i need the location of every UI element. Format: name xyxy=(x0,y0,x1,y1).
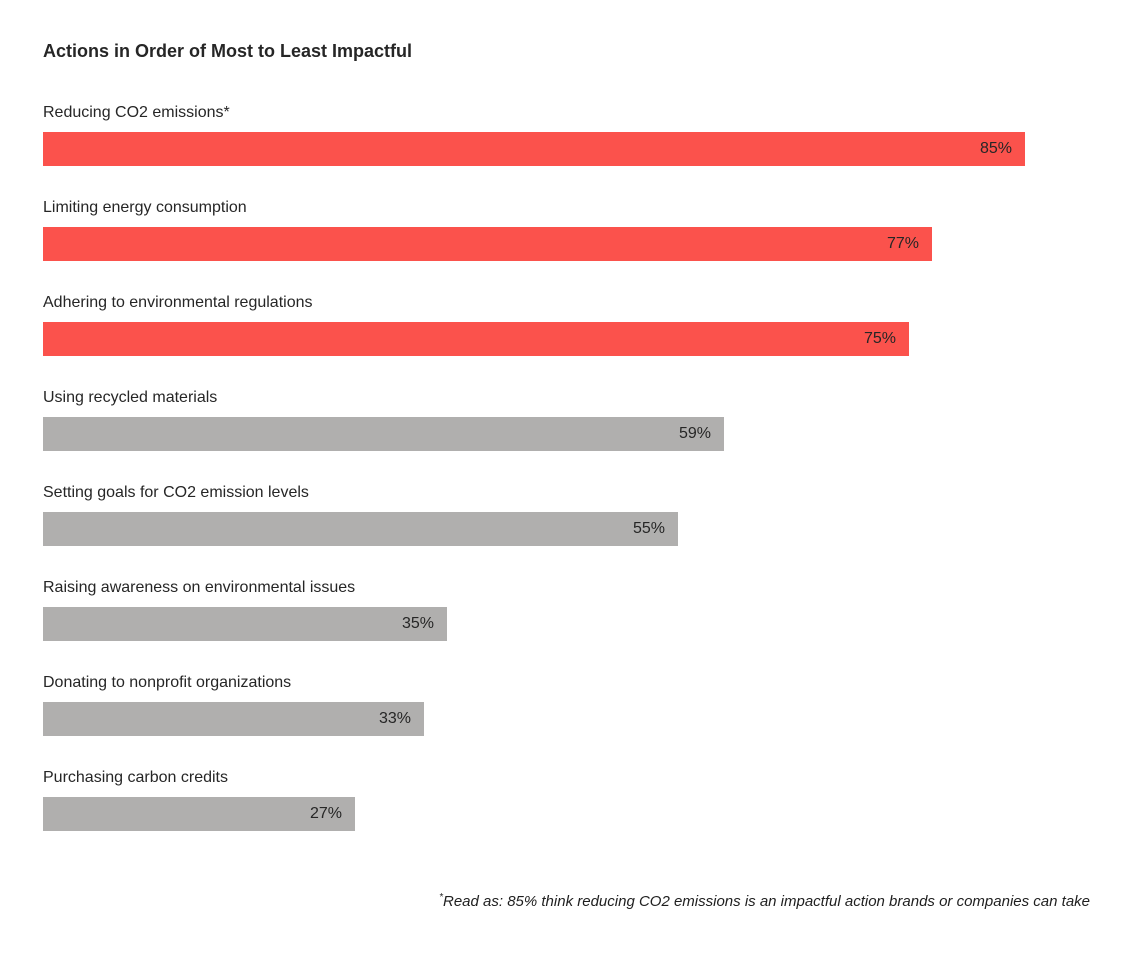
bar: 33% xyxy=(43,702,424,736)
bar-row: Donating to nonprofit organizations 33% xyxy=(43,672,1126,736)
bar: 55% xyxy=(43,512,678,546)
footnote-marker: * xyxy=(439,892,443,903)
bar: 27% xyxy=(43,797,355,831)
value-label: 59% xyxy=(678,425,711,442)
bar-row: Reducing CO2 emissions* 85% xyxy=(43,102,1126,166)
bar: 35% xyxy=(43,607,447,641)
value-label: 77% xyxy=(886,235,919,252)
category-label: Purchasing carbon credits xyxy=(43,769,228,786)
value-label: 27% xyxy=(309,805,342,822)
bar-rows: Reducing CO2 emissions* 85% Limiting ene… xyxy=(43,102,1126,831)
bar-row: Purchasing carbon credits 27% xyxy=(43,767,1126,831)
category-label: Limiting energy consumption xyxy=(43,199,247,216)
category-label: Setting goals for CO2 emission levels xyxy=(43,484,309,501)
chart-title: Actions in Order of Most to Least Impact… xyxy=(43,41,413,61)
value-label: 33% xyxy=(378,710,411,727)
bar-row: Using recycled materials 59% xyxy=(43,387,1126,451)
category-label: Reducing CO2 emissions* xyxy=(43,104,230,121)
bar-row: Limiting energy consumption 77% xyxy=(43,197,1126,261)
category-label: Raising awareness on environmental issue… xyxy=(43,579,356,596)
value-label: 75% xyxy=(863,330,896,347)
bar: 75% xyxy=(43,322,909,356)
bar-row: Raising awareness on environmental issue… xyxy=(43,577,1126,641)
footnote: *Read as: 85% think reducing CO2 emissio… xyxy=(439,892,1090,911)
bar: 77% xyxy=(43,227,932,261)
value-label: 55% xyxy=(632,520,665,537)
bar: 59% xyxy=(43,417,724,451)
category-label: Using recycled materials xyxy=(43,389,218,406)
bar-row: Adhering to environmental regulations 75… xyxy=(43,292,1126,356)
category-label: Adhering to environmental regulations xyxy=(43,294,313,311)
bar-row: Setting goals for CO2 emission levels 55… xyxy=(43,482,1126,546)
footnote-text: Read as: 85% think reducing CO2 emission… xyxy=(443,893,1090,910)
value-label: 35% xyxy=(401,615,434,632)
bar: 85% xyxy=(43,132,1025,166)
value-label: 85% xyxy=(979,140,1012,157)
category-label: Donating to nonprofit organizations xyxy=(43,674,292,691)
